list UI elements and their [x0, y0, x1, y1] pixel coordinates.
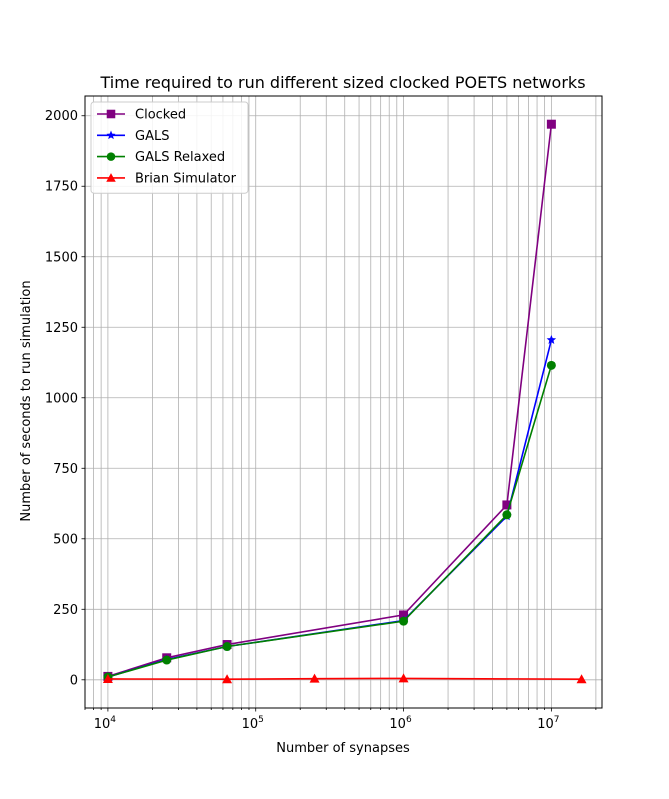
- y-tick-label: 500: [53, 532, 78, 547]
- y-tick-label: 2000: [45, 109, 78, 124]
- legend: Clocked GALS GALS Relaxed Brian Simulator: [90, 101, 249, 194]
- legend-label: GALS Relaxed: [135, 150, 225, 165]
- x-tick-exponent: 7: [554, 715, 560, 725]
- triangle-marker: [309, 673, 320, 683]
- square-marker: [502, 500, 512, 510]
- series-line: [107, 124, 553, 678]
- circle-marker: [222, 642, 232, 652]
- legend-label: Clocked: [135, 108, 186, 123]
- x-axis-label: Number of synapses: [276, 741, 410, 756]
- legend-label: GALS: [135, 129, 169, 144]
- x-tick-label: 105: [242, 715, 264, 732]
- triangle-marker: [222, 674, 233, 684]
- x-tick-label: 104: [94, 715, 117, 732]
- y-tick-label: 1750: [45, 180, 78, 195]
- x-tick-base: 10: [537, 717, 554, 732]
- y-tick-label: 750: [53, 462, 78, 477]
- series-group: [102, 119, 587, 684]
- star-marker: [546, 334, 557, 344]
- triangle-marker: [106, 173, 116, 182]
- y-tick-label: 1500: [45, 250, 78, 265]
- chart-title: Time required to run different sized clo…: [99, 73, 585, 92]
- square-marker: [399, 610, 409, 620]
- series-line: [107, 339, 553, 678]
- x-tick-base: 10: [389, 717, 406, 732]
- series-clocked: [103, 119, 556, 681]
- series-line: [107, 365, 553, 678]
- circle-marker: [502, 510, 512, 520]
- y-tick-label: 1000: [45, 391, 78, 406]
- x-tick-exponent: 6: [406, 715, 412, 725]
- series-gals-relaxed: [103, 360, 556, 682]
- y-tick-label: 1250: [45, 321, 78, 336]
- series-brian-simulator: [102, 673, 587, 684]
- plot-frame: [84, 95, 603, 709]
- y-tick-label: 0: [70, 673, 78, 688]
- series-gals: [103, 334, 557, 682]
- legend-box: [90, 101, 249, 194]
- square-marker: [546, 119, 556, 129]
- legend-label: Brian Simulator: [135, 171, 237, 186]
- grid: [84, 96, 602, 708]
- triangle-marker: [576, 674, 587, 684]
- circle-marker: [106, 152, 116, 161]
- series-line: [107, 677, 582, 681]
- y-axis-label: Number of seconds to run simulation: [19, 280, 34, 521]
- x-tick-exponent: 5: [258, 715, 264, 725]
- x-tick-exponent: 4: [110, 715, 116, 725]
- x-tick-base: 10: [94, 717, 111, 732]
- triangle-marker: [102, 673, 113, 683]
- star-marker: [106, 130, 116, 140]
- circle-marker: [399, 616, 409, 626]
- x-tick-base: 10: [242, 717, 259, 732]
- triangle-marker: [398, 673, 409, 683]
- x-tick-label: 106: [389, 715, 412, 732]
- circle-marker: [162, 655, 172, 665]
- y-tick-label: 250: [53, 603, 78, 618]
- circle-marker: [546, 360, 556, 370]
- x-tick-label: 107: [537, 715, 559, 732]
- square-marker: [106, 109, 116, 119]
